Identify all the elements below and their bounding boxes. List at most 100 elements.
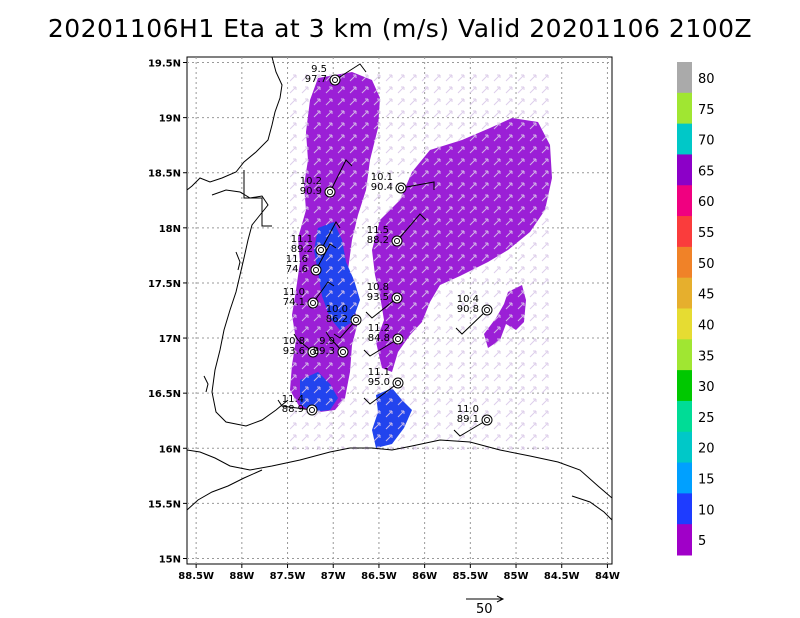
station-ring-inner [398, 185, 404, 191]
colorbar-swatch [677, 339, 692, 371]
station-ring-inner [340, 349, 346, 355]
wind-barb [334, 63, 367, 81]
station-ring-outer [329, 74, 341, 86]
wind-barb [400, 181, 435, 190]
station: 10.893.6 [283, 333, 319, 358]
station-label: 89.1 [457, 414, 479, 425]
station-label: 11.4 [282, 394, 304, 405]
station: 11.195.0 [363, 367, 404, 405]
colorbar-label: 70 [698, 134, 715, 149]
colorbar-label: 80 [698, 72, 715, 87]
lon-tick-label: 86.5W [361, 571, 397, 582]
station-label: 11.1 [368, 367, 390, 378]
station-ring-inner [353, 317, 359, 323]
colorbar-label: 45 [698, 288, 715, 303]
page-title: 20201106H1 Eta at 3 km (m/s) Valid 20201… [47, 14, 753, 43]
grid-lines [187, 57, 612, 564]
reference-vector: 50 [466, 595, 505, 617]
station: 11.074.1 [283, 281, 335, 309]
colorbar-swatch [677, 277, 692, 309]
station-label: 95.0 [368, 377, 390, 388]
lon-tick-label: 85W [504, 571, 529, 582]
station-ring-outer [337, 346, 349, 358]
station-ring-outer [324, 186, 336, 198]
station-ring-outer [395, 182, 407, 194]
colorbar-swatch [677, 524, 692, 556]
lat-tick-label: 16N [159, 444, 181, 455]
colorbar-label: 15 [698, 473, 715, 488]
station-ring-inner [484, 307, 490, 313]
station-ring-inner [332, 77, 338, 83]
latitude-ticks: 19.5N 19N 18.5N 18N 17.5N 17N 16.5N 16N 15.5N 15N [148, 59, 187, 565]
colorbar-label: 55 [698, 226, 715, 241]
station-ring-outer [481, 304, 493, 316]
colorbar-swatch [677, 246, 692, 279]
colorbar-swatch [677, 493, 692, 525]
station: 11.488.9 [277, 394, 318, 416]
station: 11.284.8 [363, 323, 404, 357]
wind-barb [329, 159, 353, 193]
lon-tick-label: 88W [229, 571, 254, 582]
wind-barb [396, 213, 427, 242]
station-ring-inner [394, 238, 400, 244]
station: 9.989.3 [313, 331, 349, 358]
lat-tick-label: 17.5N [148, 279, 181, 290]
station: 10.086.2 [326, 304, 362, 339]
station: 11.189.2 [291, 221, 341, 256]
station-label: 90.8 [457, 304, 479, 315]
colorbar-label: 10 [698, 503, 715, 518]
colorbar-label: 25 [698, 411, 715, 426]
station: 11.588.2 [367, 213, 427, 247]
lat-tick-label: 15N [159, 554, 181, 565]
station-label: 10.0 [326, 304, 348, 315]
lon-tick-label: 84.5W [544, 571, 580, 582]
colorbar-label: 40 [698, 318, 715, 333]
station-ring-inner [394, 295, 400, 301]
colorbar-swatch [677, 216, 692, 248]
station-label: 84.8 [368, 333, 390, 344]
lon-tick-label: 84W [595, 571, 620, 582]
station-label: 86.2 [326, 314, 348, 325]
station: 10.893.5 [365, 282, 403, 319]
lat-tick-label: 15.5N [148, 499, 181, 510]
station-ring-outer [310, 264, 322, 276]
station-ring-outer [306, 404, 318, 416]
colorbar-swatch [677, 462, 692, 494]
station-label: 93.6 [283, 346, 305, 357]
station-label: 10.1 [371, 172, 393, 183]
station-ring-inner [310, 300, 316, 306]
wind-barb [365, 297, 398, 319]
wind-vector-overlay [290, 70, 552, 450]
wind-barb [293, 333, 314, 353]
colorbar-label: 35 [698, 349, 715, 364]
station-ring-outer [315, 244, 327, 256]
station-label: 10.8 [367, 282, 389, 293]
station-label: 89.3 [313, 346, 335, 357]
colorbar-label: 5 [698, 534, 706, 549]
lat-tick-label: 19N [159, 114, 181, 125]
station-ring-inner [395, 380, 401, 386]
colorbar-swatch [677, 154, 692, 186]
station-ring-outer [391, 292, 403, 304]
station-label: 11.0 [283, 287, 305, 298]
station-ring-inner [484, 417, 490, 423]
colorbar-label: 20 [698, 442, 715, 457]
station-ring-inner [318, 247, 324, 253]
station-label: 11.2 [368, 323, 390, 334]
station: 10.490.8 [455, 294, 493, 335]
coastline [187, 57, 612, 521]
wind-barb [325, 331, 344, 353]
station-ring-outer [392, 377, 404, 389]
station-label: 10.4 [457, 294, 479, 305]
station-label: 93.5 [367, 292, 389, 303]
station-ring-outer [481, 414, 493, 426]
station-label: 11.5 [367, 225, 389, 236]
station-label: 90.9 [300, 186, 322, 197]
lon-tick-label: 85.5W [452, 571, 488, 582]
lat-tick-label: 19.5N [148, 59, 181, 70]
station-label: 9.9 [319, 336, 335, 347]
lon-tick-label: 87W [321, 571, 346, 582]
wind-barb [363, 382, 399, 405]
colorbar-swatch [677, 92, 692, 125]
colorbar-swatch [677, 400, 692, 433]
